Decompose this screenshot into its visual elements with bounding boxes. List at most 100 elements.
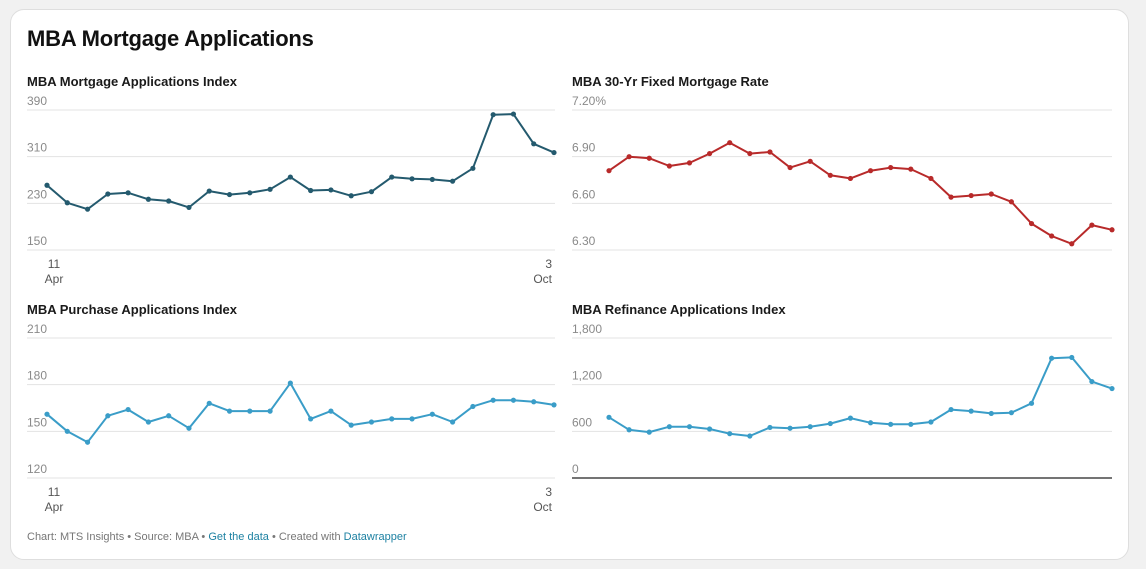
created-with-text: Created with (278, 531, 344, 543)
data-point (84, 439, 91, 445)
separator: • (124, 531, 135, 543)
data-point (666, 424, 672, 430)
y-tick-label: 210 (27, 322, 47, 336)
data-point (450, 419, 456, 425)
footer-credits: Chart: MTS Insights • Source: MBA • Get … (27, 531, 407, 543)
data-point (105, 191, 111, 197)
data-point (145, 196, 151, 202)
series-line (608, 141, 1113, 245)
data-point (787, 425, 793, 431)
separator: • (198, 531, 209, 543)
y-tick-label: 230 (27, 187, 47, 201)
data-point (206, 400, 212, 406)
data-point (847, 415, 854, 421)
data-point (1049, 233, 1055, 239)
data-point (1049, 355, 1055, 361)
data-point (867, 168, 874, 174)
data-point (807, 424, 813, 430)
series-line (608, 356, 1113, 437)
data-point (267, 408, 273, 414)
data-point (707, 426, 713, 432)
get-data-link[interactable]: Get the data (208, 531, 269, 543)
series-line (46, 113, 555, 211)
x-tick-label: Oct (533, 272, 552, 286)
data-point (686, 424, 693, 430)
data-point (44, 182, 50, 188)
data-point (707, 150, 713, 157)
data-point (206, 188, 212, 194)
panel-applications-index: MBA Mortgage Applications Index 390 310 23… (27, 74, 557, 290)
data-point (389, 416, 395, 422)
data-point (968, 192, 974, 199)
data-point (626, 427, 632, 433)
data-point (348, 422, 354, 428)
y-tick-label: 1,200 (572, 369, 602, 383)
data-point (551, 402, 557, 408)
y-tick-label: 7.20% (572, 94, 606, 108)
y-tick-label: 150 (27, 234, 47, 248)
data-point (988, 191, 994, 197)
data-point (666, 163, 672, 169)
datawrapper-link[interactable]: Datawrapper (343, 531, 407, 543)
data-point (787, 164, 793, 171)
data-point (409, 416, 415, 422)
data-point (908, 166, 914, 172)
data-point (1089, 222, 1095, 228)
panel-refinance-index: MBA Refinance Applications Index 1,800 1,… (572, 302, 1115, 518)
panel-title: MBA 30-Yr Fixed Mortgage Rate (572, 74, 769, 89)
data-point (1109, 227, 1115, 233)
data-point (727, 140, 733, 146)
data-point (1008, 199, 1014, 205)
data-point (531, 399, 537, 405)
data-point (450, 178, 456, 184)
data-point (948, 406, 954, 413)
data-point (747, 433, 753, 439)
data-point (626, 154, 632, 160)
page-title: MBA Mortgage Applications (27, 26, 314, 51)
y-tick-label: 120 (27, 462, 47, 476)
data-point (328, 187, 334, 193)
data-point (888, 164, 894, 171)
data-point (767, 149, 773, 155)
data-point (646, 155, 652, 161)
data-point (807, 158, 813, 164)
data-point (287, 174, 293, 180)
data-point (348, 193, 354, 199)
data-point (727, 431, 733, 437)
y-tick-label: 6.30 (572, 234, 596, 248)
data-point (409, 176, 415, 182)
refinance-index-chart: 1,800 1,200 600 0 (572, 322, 1115, 479)
data-point (166, 198, 172, 204)
data-point (328, 408, 334, 414)
data-point (226, 408, 233, 414)
y-tick-label: 390 (27, 94, 47, 108)
y-tick-label: 310 (27, 141, 47, 155)
panel-title: MBA Refinance Applications Index (572, 302, 786, 317)
data-point (166, 413, 172, 419)
panel-purchase-index: MBA Purchase Applications Index 210 180 15… (27, 302, 557, 518)
data-point (1028, 400, 1035, 406)
data-point (308, 187, 314, 194)
data-point (308, 416, 314, 422)
data-point (908, 421, 914, 427)
data-point (247, 408, 253, 414)
data-point (827, 172, 833, 178)
fixed-rate-chart: 7.20% 6.90 6.60 6.30 (572, 94, 1115, 251)
data-point (928, 419, 934, 425)
y-tick-label: 6.60 (572, 187, 596, 201)
data-point (606, 414, 612, 420)
y-tick-label: 180 (27, 369, 47, 383)
data-point (1069, 241, 1075, 247)
y-tick-label: 0 (572, 462, 579, 476)
data-point (510, 397, 517, 403)
data-point (247, 190, 253, 196)
data-point (368, 419, 375, 425)
data-point (429, 411, 435, 417)
data-point (490, 397, 496, 403)
data-point (470, 165, 476, 171)
data-point (64, 428, 70, 434)
data-point (988, 410, 994, 417)
data-point (186, 425, 192, 431)
panel-title: MBA Mortgage Applications Index (27, 74, 237, 89)
